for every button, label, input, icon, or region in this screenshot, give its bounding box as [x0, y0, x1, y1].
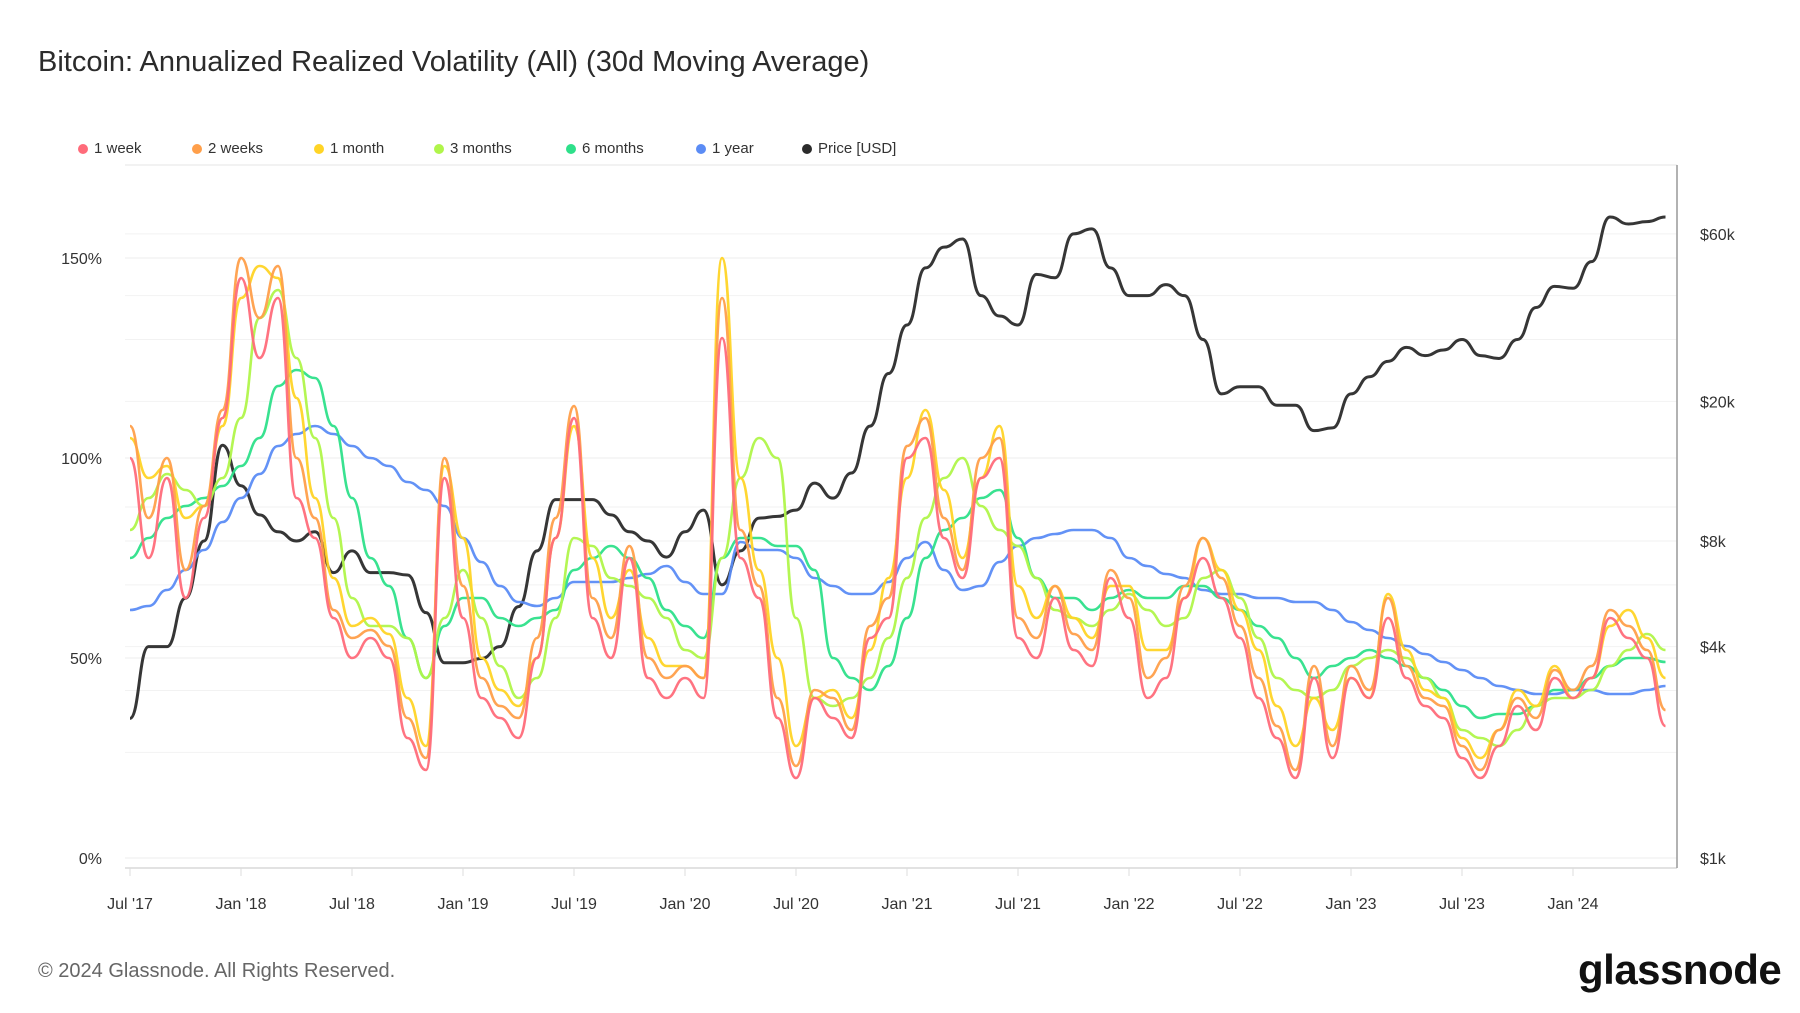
legend-dot-icon — [192, 143, 202, 154]
x-tick-label: Jul '20 — [773, 896, 819, 913]
legend-item[interactable]: 2 weeks — [192, 140, 314, 157]
legend-label: 1 year — [712, 140, 754, 157]
copyright: © 2024 Glassnode. All Rights Reserved. — [38, 960, 396, 982]
x-tick-label: Jan '24 — [1547, 896, 1598, 913]
legend: 1 week 2 weeks 1 month 3 months 6 months 1 ye… — [78, 140, 896, 157]
legend-dot-icon — [566, 143, 576, 154]
x-tick-label: Jan '19 — [437, 896, 488, 913]
series-line-2-weeks — [128, 256, 1667, 772]
glassnode-logo: glassnode — [1578, 946, 1782, 993]
legend-dot-icon — [696, 143, 706, 154]
legend-item[interactable]: Price [USD] — [802, 140, 896, 157]
legend-dot-icon — [314, 143, 324, 154]
legend-item[interactable]: 1 month — [314, 140, 434, 157]
y-left-tick-label: 150% — [61, 251, 102, 268]
y-left-tick-label: 100% — [61, 451, 102, 468]
x-tick-label: Jul '21 — [995, 896, 1041, 913]
x-tick-label: Jan '20 — [659, 896, 710, 913]
legend-label: 1 week — [94, 140, 142, 157]
series-line-1-week — [128, 276, 1667, 780]
legend-item[interactable]: 1 week — [78, 140, 192, 157]
legend-label: 6 months — [582, 140, 644, 157]
legend-item[interactable]: 3 months — [434, 140, 566, 157]
legend-dot-icon — [434, 143, 444, 154]
y-left-tick-label: 0% — [79, 851, 102, 868]
legend-dot-icon — [802, 143, 812, 154]
legend-label: 3 months — [450, 140, 512, 157]
chart-title: Bitcoin: Annualized Realized Volatility … — [38, 46, 870, 78]
x-tick-label: Jul '19 — [551, 896, 597, 913]
y-right-tick-label: $1k — [1700, 851, 1727, 868]
legend-item[interactable]: 1 year — [696, 140, 802, 157]
x-tick-label: Jul '17 — [107, 896, 153, 913]
y-right-tick-label: $60k — [1700, 227, 1736, 244]
legend-label: Price [USD] — [818, 140, 897, 157]
y-right-tick-label: $20k — [1700, 394, 1736, 411]
legend-label: 1 month — [330, 140, 385, 157]
x-tick-label: Jul '18 — [329, 896, 375, 913]
y-left-tick-label: 50% — [70, 651, 102, 668]
legend-dot-icon — [78, 143, 88, 154]
x-tick-label: Jan '22 — [1103, 896, 1154, 913]
x-tick-label: Jul '23 — [1439, 896, 1485, 913]
legend-item[interactable]: 6 months — [566, 140, 696, 157]
x-tick-label: Jan '23 — [1325, 896, 1376, 913]
x-tick-label: Jul '22 — [1217, 896, 1263, 913]
y-right-tick-label: $8k — [1700, 534, 1727, 551]
x-tick-label: Jan '21 — [881, 896, 932, 913]
y-right-tick-label: $4k — [1700, 640, 1727, 657]
x-tick-label: Jan '18 — [215, 896, 266, 913]
legend-label: 2 weeks — [208, 140, 264, 157]
